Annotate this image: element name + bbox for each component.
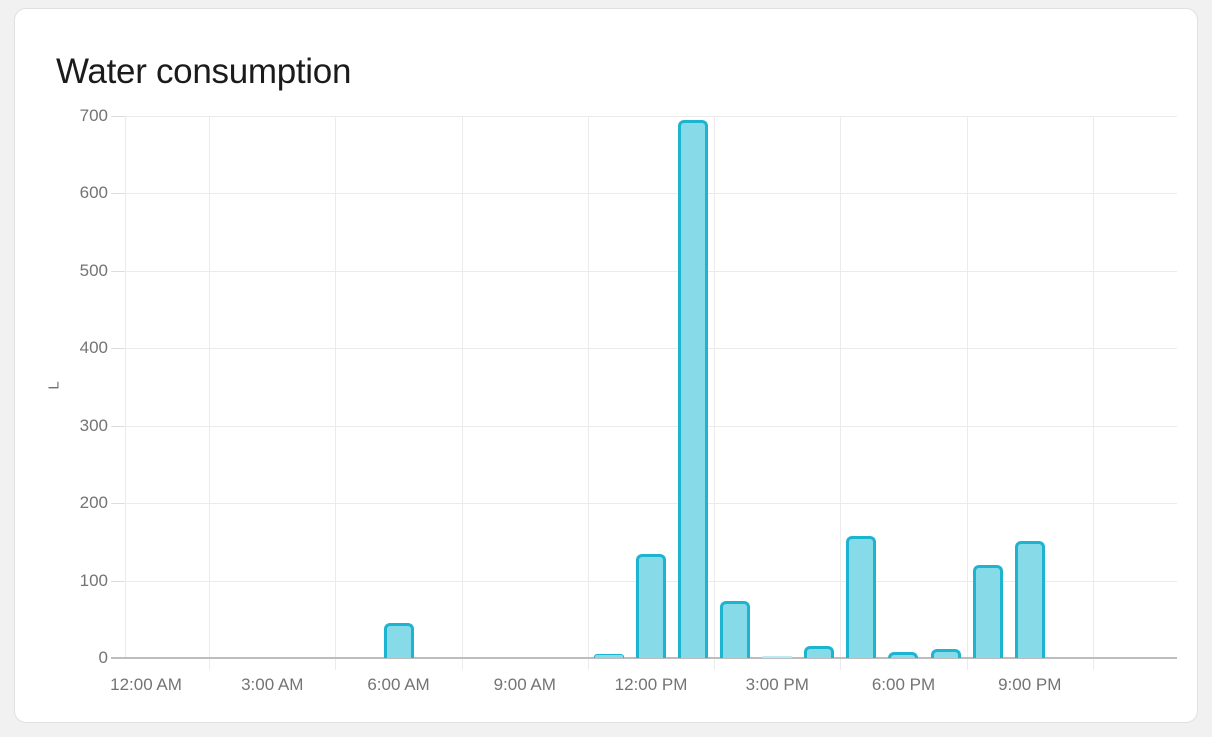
chart-bar-hour-21[interactable] — [1014, 541, 1045, 658]
chart-title: Water consumption — [56, 52, 352, 91]
chart-bar-hour-16[interactable] — [804, 646, 835, 658]
water-consumption-card: Water consumption — [14, 8, 1198, 723]
chart-bar-hour-6[interactable] — [383, 623, 414, 658]
chart-bar-hour-15[interactable] — [762, 656, 793, 658]
chart-bar-hour-20[interactable] — [972, 565, 1003, 658]
chart-bar-hour-18[interactable] — [888, 651, 919, 658]
chart-bar-hour-19[interactable] — [930, 649, 961, 658]
chart-bar-hour-11[interactable] — [593, 654, 624, 658]
chart-bar-hour-17[interactable] — [846, 536, 877, 658]
chart-bar-hour-14[interactable] — [720, 600, 751, 658]
chart-bar-hour-13[interactable] — [678, 119, 709, 658]
chart-bar-hour-12[interactable] — [636, 554, 666, 658]
